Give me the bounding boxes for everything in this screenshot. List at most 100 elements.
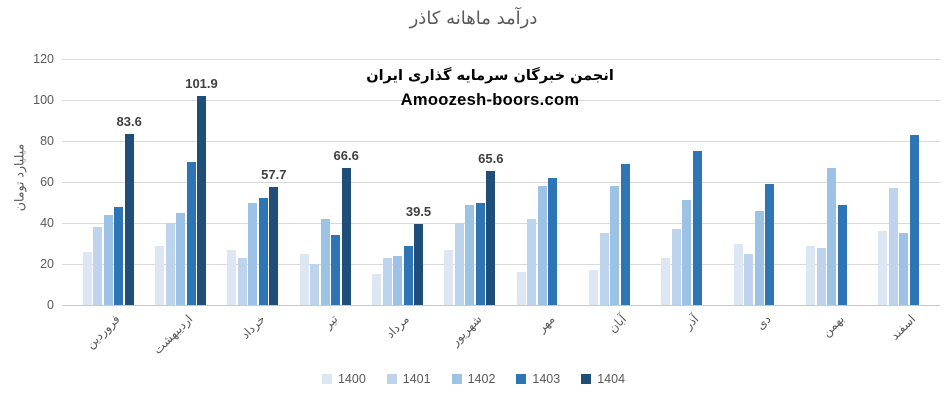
bar-1401 (165, 223, 175, 305)
bar-1402 (103, 214, 113, 305)
chart-title: درآمد ماهانه کاذر (409, 8, 538, 29)
y-tick-label: 120 (33, 52, 54, 66)
legend-label: 1400 (337, 372, 366, 386)
bar-1400 (589, 270, 598, 305)
bar-1402 (754, 210, 764, 305)
bar-1401 (382, 257, 392, 305)
x-category-label: شهریور (448, 312, 485, 349)
y-tick-label: 0 (47, 298, 54, 312)
bar-1403 (692, 151, 702, 305)
gridline (62, 223, 940, 224)
y-tick-label: 100 (33, 93, 54, 107)
bar-1404 (414, 224, 423, 305)
bar-1400 (372, 274, 381, 305)
bar-value-label: 83.6 (116, 113, 142, 129)
bar-1401 (888, 188, 898, 305)
bar-1403 (114, 206, 124, 305)
x-category-label: دی (753, 312, 775, 333)
legend-item-1402: 1402 (451, 372, 496, 386)
bar-1404 (269, 186, 279, 305)
y-tick-label: 60 (40, 175, 54, 189)
bar-1402 (899, 233, 909, 305)
bar-1402 (465, 204, 475, 305)
gridline (62, 100, 940, 101)
x-axis-line (62, 305, 940, 306)
y-tick-label: 80 (40, 134, 54, 148)
bar-1400 (227, 249, 237, 305)
gridline (62, 182, 940, 183)
bar-1400 (82, 251, 92, 305)
x-category-label: مهر (534, 312, 558, 336)
legend-swatch (386, 374, 397, 384)
legend-label: 1403 (532, 372, 561, 386)
bar-1401 (671, 229, 681, 305)
bar-1401 (816, 247, 826, 305)
x-category-label: اسفند (888, 312, 919, 343)
x-category-label: آبان (605, 312, 630, 336)
bar-1401 (93, 227, 103, 305)
bar-1400 (878, 231, 888, 305)
legend-item-1404: 1404 (581, 372, 625, 386)
legend-swatch (581, 374, 592, 384)
bar-1400 (444, 249, 454, 305)
bar-1404 (197, 96, 206, 305)
legend-item-1403: 1403 (516, 372, 560, 386)
x-category-label: تیر (320, 312, 341, 332)
bar-1402 (537, 186, 547, 305)
bar-1401 (310, 264, 320, 305)
bar-1402 (827, 167, 836, 305)
bar-value-label: 57.7 (261, 166, 287, 182)
y-tick-label: 40 (40, 216, 54, 230)
x-category-label: خرداد (238, 312, 268, 342)
bar-1400 (155, 245, 164, 305)
bar-1402 (320, 218, 330, 305)
bar-value-label: 101.9 (185, 76, 218, 92)
legend-swatch (451, 374, 462, 384)
bar-1400 (733, 243, 743, 305)
bar-1403 (403, 245, 413, 305)
bar-1401 (454, 223, 464, 305)
bar-1402 (393, 255, 402, 305)
bar-1402 (682, 200, 692, 305)
x-category-label: مرداد (383, 312, 413, 342)
bar-1403 (620, 163, 630, 305)
legend-swatch (321, 374, 332, 384)
bar-value-label: 39.5 (405, 204, 432, 220)
bar-1400 (806, 245, 815, 305)
bar-value-label: 65.6 (478, 150, 504, 166)
x-category-label: بهمن (818, 312, 847, 340)
bar-1401 (744, 253, 754, 305)
bar-1404 (486, 170, 496, 305)
bar-1402 (248, 202, 258, 305)
x-category-label: فروردین (83, 312, 124, 352)
bar-1400 (661, 257, 671, 305)
legend-label: 1402 (467, 372, 496, 386)
bar-value-label: 66.6 (333, 148, 359, 164)
x-category-label: آذر (681, 312, 702, 333)
legend-item-1400: 1400 (321, 372, 366, 386)
bar-1403 (548, 177, 558, 305)
bar-1403 (765, 184, 775, 305)
bar-1400 (516, 272, 526, 305)
bar-1403 (475, 202, 485, 305)
bar-1402 (176, 212, 185, 305)
bar-1402 (610, 186, 619, 305)
y-tick-label: 20 (40, 257, 54, 271)
bar-1403 (186, 161, 196, 305)
gridline (62, 141, 940, 142)
bar-1403 (258, 198, 268, 305)
legend-label: 1401 (402, 372, 431, 386)
bar-1404 (124, 133, 134, 305)
watermark-line-1: انجمن خبرگان سرمایه گذاری ایران (366, 68, 614, 84)
legend-item-1401: 1401 (386, 372, 431, 386)
legend: 1400 1401 1402 1403 1404 (0, 372, 947, 386)
bar-1403 (331, 235, 341, 305)
watermark-line-2: Amoozesh-boors.com (400, 91, 580, 109)
bar-1400 (299, 253, 309, 305)
gridline (62, 264, 940, 265)
bar-1401 (599, 233, 609, 305)
gridline (62, 59, 940, 60)
x-category-label: اردیبهشت (150, 312, 196, 357)
bar-1401 (237, 257, 247, 305)
